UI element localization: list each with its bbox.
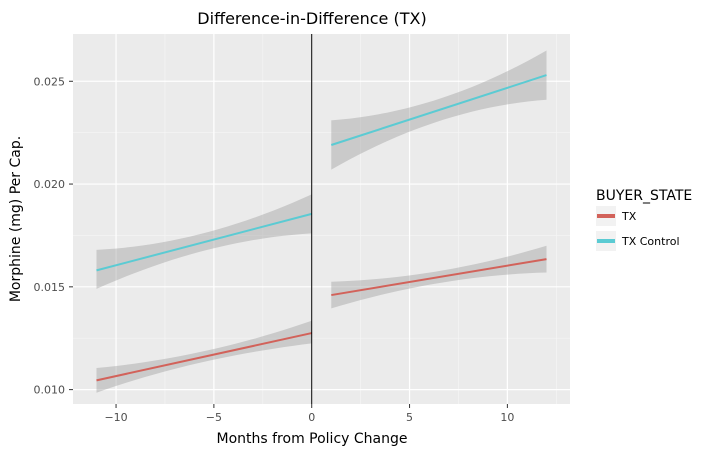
legend-label: TX Control [621, 235, 680, 248]
series-lines [96, 74, 547, 382]
x-axis-ticks: −10 −5 0 5 10 [104, 404, 514, 424]
x-tick-label: −10 [104, 411, 127, 424]
y-tick-label: 0.010 [34, 384, 66, 397]
y-axis-ticks: 0.010 0.015 0.020 0.025 [34, 75, 73, 397]
legend-title: BUYER_STATE [596, 188, 692, 204]
minor-gridlines [73, 34, 570, 404]
legend-label: TX [621, 210, 637, 223]
series-line-tx-pre [96, 332, 312, 382]
y-axis-title: Morphine (mg) Per Cap. [8, 136, 24, 302]
y-tick-label: 0.025 [34, 75, 66, 88]
chart-title: Difference-in-Difference (TX) [197, 9, 426, 28]
legend: BUYER_STATE TX TX Control [596, 188, 692, 251]
series-line-tx-post [331, 258, 547, 297]
series-line-tx-control-pre [96, 212, 312, 272]
x-tick-label: −5 [206, 411, 222, 424]
series-line-tx-control-post [330, 74, 547, 146]
x-axis-title: Months from Policy Change [217, 431, 408, 447]
x-tick-label: 0 [308, 411, 315, 424]
x-tick-label: 10 [500, 411, 514, 424]
plot-panel [73, 34, 570, 404]
y-tick-label: 0.020 [34, 178, 66, 191]
y-tick-label: 0.015 [34, 281, 66, 294]
x-tick-label: 5 [406, 411, 413, 424]
